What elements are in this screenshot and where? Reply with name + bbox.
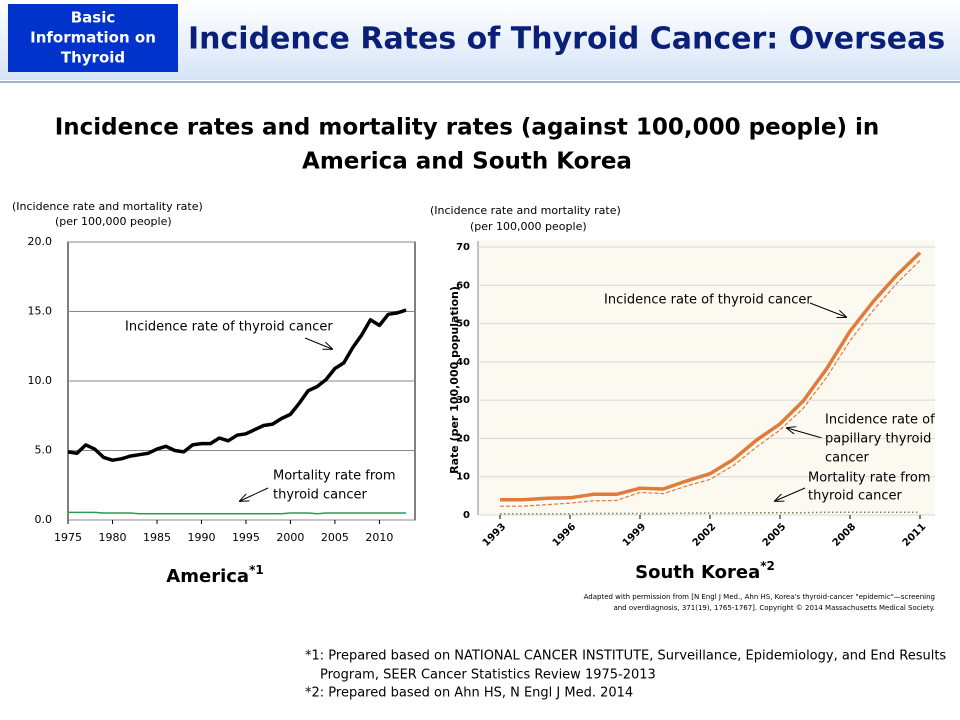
slide-title: Incidence rates and mortality rates (aga… <box>55 115 880 141</box>
x-tick-label: 1975 <box>54 531 82 544</box>
annotation: Incidence rate of <box>825 413 935 428</box>
annotation: thyroid cancer <box>808 489 903 504</box>
footnote: *2: Prepared based on Ahn HS, N Engl J M… <box>305 686 633 701</box>
source-note: and overdiagnosis, 371(19), 1765-1767]. … <box>613 604 935 612</box>
x-tick-label: 1990 <box>187 531 215 544</box>
x-tick-label: 2002 <box>691 521 718 548</box>
annotation: cancer <box>825 451 869 466</box>
x-tick-label: 1980 <box>98 531 126 544</box>
y-tick-label: 0 <box>463 510 470 521</box>
header-title: Incidence Rates of Thyroid Cancer: Overs… <box>188 22 945 57</box>
y-tick-label: 30 <box>456 395 470 406</box>
y-tick-label: 40 <box>456 357 470 368</box>
y-axis-label: (Incidence rate and mortality rate) <box>430 204 621 217</box>
x-tick-label: 1996 <box>551 521 578 548</box>
series-line <box>67 308 407 462</box>
source-note: Adapted with permission from [N Engl J M… <box>584 593 935 601</box>
annotation: Mortality rate from <box>273 469 396 484</box>
footnote: Program, SEER Cancer Statistics Review 1… <box>320 668 656 683</box>
arrow <box>775 487 806 501</box>
y-tick-label: 10.0 <box>28 374 53 387</box>
caption-note: *2 <box>760 559 775 573</box>
y-tick-label: 0.0 <box>35 513 53 526</box>
annotation: thyroid cancer <box>273 488 368 503</box>
x-tick-label: 2011 <box>901 521 928 548</box>
caption-note: *1 <box>249 563 264 577</box>
chart-caption: America*1 <box>166 563 263 588</box>
plot-background <box>478 240 935 515</box>
y-tick-label: 70 <box>456 242 470 253</box>
x-tick-label: 2000 <box>276 531 304 544</box>
series-line <box>68 511 407 515</box>
arrow <box>240 487 269 501</box>
section-line: Thyroid <box>61 49 125 67</box>
y-axis-label: (Incidence rate and mortality rate) <box>12 200 203 213</box>
arrows <box>240 302 846 501</box>
footnotes: *1: Prepared based on NATIONAL CANCER IN… <box>305 649 946 701</box>
y-tick-label: 10 <box>456 472 470 483</box>
y-axis-title: Rate (per 100,000 population) <box>448 286 461 474</box>
annotation: Incidence rate of thyroid cancer <box>125 320 333 335</box>
section-label: Basic Information on Thyroid <box>30 9 156 67</box>
section-line: Basic <box>71 9 116 27</box>
chart-caption: South Korea*2 <box>635 559 775 584</box>
arrow <box>787 428 823 439</box>
x-tick-label: 2008 <box>831 521 858 548</box>
annotation: papillary thyroid <box>825 432 931 447</box>
x-tick-label: 1999 <box>621 521 648 548</box>
y-tick-label: 15.0 <box>28 305 53 318</box>
arrow <box>304 337 332 349</box>
x-tick-label: 1995 <box>232 531 260 544</box>
section-box <box>8 4 178 72</box>
footnote: *1: Prepared based on NATIONAL CANCER IN… <box>305 649 946 664</box>
y-tick-label: 50 <box>456 319 470 330</box>
x-tick-label: 2010 <box>365 531 393 544</box>
y-tick-label: 20.0 <box>28 235 53 248</box>
annotation: Mortality rate from <box>808 471 931 486</box>
x-tick-label: 1985 <box>143 531 171 544</box>
annotation: Incidence rate of thyroid cancer <box>604 293 812 308</box>
y-axis-label: (per 100,000 people) <box>55 215 172 228</box>
y-tick-label: 60 <box>456 280 470 291</box>
x-tick-label: 1993 <box>481 521 508 548</box>
slide-title: America and South Korea <box>302 149 632 175</box>
section-line: Information on <box>30 29 156 47</box>
y-tick-label: 5.0 <box>35 444 53 457</box>
series-line <box>500 259 921 507</box>
y-axis-label: (per 100,000 people) <box>470 220 587 233</box>
y-tick-label: 20 <box>456 433 470 444</box>
x-tick-label: 2005 <box>761 521 788 548</box>
x-tick-label: 2005 <box>321 531 349 544</box>
caption-text: South Korea <box>635 562 760 583</box>
caption-text: America <box>166 566 249 587</box>
arrow <box>809 302 846 317</box>
series-line <box>500 251 922 502</box>
